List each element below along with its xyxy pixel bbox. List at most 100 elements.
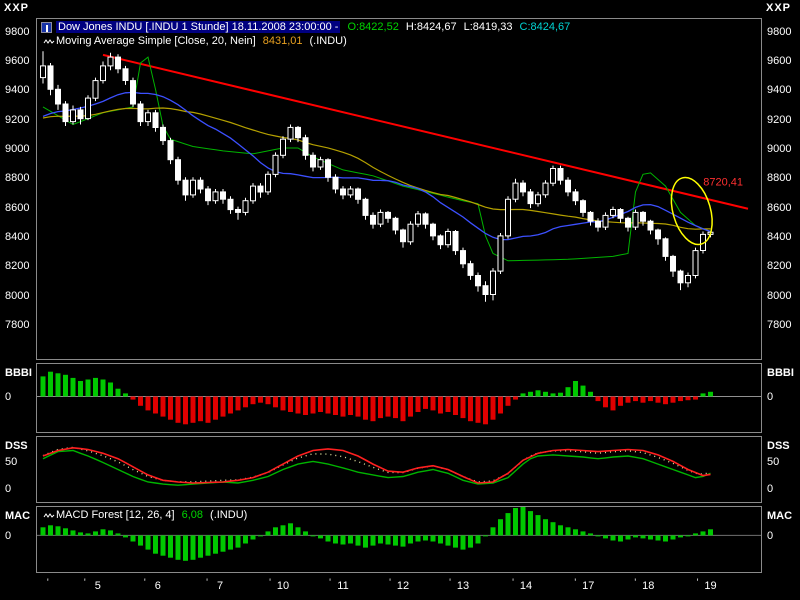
macd-legend: MACD Forest [12, 26, 4] 6,08 (.INDU) bbox=[41, 509, 247, 521]
y-axis-tick-label: 9800 bbox=[5, 25, 30, 38]
x-axis-label: 12 bbox=[396, 580, 410, 592]
x-axis-label: 13 bbox=[456, 580, 470, 592]
mac-row: MAC 0 MACD Forest [12, 26, 4] 6,08 (.IND… bbox=[0, 506, 800, 573]
dss-y-axis-left: DSS 50 0 bbox=[0, 436, 36, 503]
bbbi-label-right: BBBI bbox=[767, 367, 794, 379]
x-axis-tick: ' bbox=[329, 577, 332, 589]
x-axis-tick: ' bbox=[449, 577, 452, 589]
ma-indicator-instrument: (.INDU) bbox=[309, 35, 347, 47]
top-right-corner: XXP bbox=[762, 0, 800, 16]
main-chart-row: 9800 9600 9400 9200 9000 8800 8600 8400 8200 8000… bbox=[0, 18, 800, 360]
x-axis-tick: ' bbox=[46, 577, 49, 589]
ma-indicator-value: 8431,01 bbox=[262, 35, 303, 47]
corner-label-left: XXP bbox=[4, 2, 30, 14]
bbbi-y-axis-right: BBBI 0 bbox=[762, 363, 800, 433]
dss-label-left: DSS bbox=[5, 440, 28, 452]
x-axis-tick: ' bbox=[269, 577, 272, 589]
bbbi-plot[interactable] bbox=[36, 363, 762, 433]
macd-name: MACD Forest [12, 26, 4] bbox=[56, 509, 175, 521]
macd-value: 6,08 bbox=[181, 509, 204, 521]
x-axis-label: 11 bbox=[337, 580, 349, 592]
dss-y-axis-right: DSS 50 0 bbox=[762, 436, 800, 503]
y-axis-tick-label: 0 bbox=[5, 530, 12, 543]
y-axis-tick-label: 8800 bbox=[5, 172, 30, 185]
mac-y-axis-left: MAC 0 bbox=[0, 506, 36, 573]
ohlc-close: C:8424,67 bbox=[519, 21, 571, 33]
x-axis: ' ' 5 ' 6 ' 7 ' 10 ' 11 ' 12 ' 13 ' 14 ' 17 ' 18 ' 19 bbox=[37, 576, 763, 598]
y-axis-tick-label: 7800 bbox=[767, 318, 792, 331]
mac-canvas bbox=[37, 507, 761, 561]
y-axis-tick-label: 8200 bbox=[5, 260, 30, 273]
y-axis-tick-label: 8600 bbox=[767, 201, 792, 214]
ohlc-high: H:8424,67 bbox=[405, 21, 457, 33]
y-axis-tick-label: 8000 bbox=[767, 289, 792, 302]
instrument-icon bbox=[41, 21, 52, 33]
y-axis-tick-label: 8600 bbox=[5, 201, 30, 214]
dss-plot[interactable] bbox=[36, 436, 762, 503]
y-axis-tick-label: 8200 bbox=[767, 260, 792, 273]
y-axis-tick-label: 8800 bbox=[767, 172, 792, 185]
main-chart-canvas: 8720,41 bbox=[40, 51, 749, 302]
y-axis-tick-label: 50 bbox=[767, 456, 780, 469]
y-axis-tick-label: 0 bbox=[767, 483, 774, 496]
x-axis-tick: ' bbox=[634, 577, 637, 589]
x-axis-label: 17 bbox=[582, 580, 595, 592]
top-strip: XXP XXP bbox=[0, 0, 800, 16]
main-y-axis-right: 9800 9600 9400 9200 9000 8800 8600 8400 8200 8000… bbox=[762, 18, 800, 360]
bbbi-row: BBBI 0 BBBI 0 bbox=[0, 363, 800, 433]
bbbi-y-axis-left: BBBI 0 bbox=[0, 363, 36, 433]
y-axis-tick-label: 0 bbox=[767, 391, 774, 404]
top-strip-spacer bbox=[36, 0, 762, 16]
wave-icon bbox=[43, 37, 55, 46]
bbbi-label-left: BBBI bbox=[5, 367, 32, 379]
x-axis-label: 18 bbox=[642, 580, 655, 592]
main-chart-plot[interactable]: 8720,41 Dow Jones INDU [.INDU 1 Stunde] … bbox=[36, 18, 762, 360]
wave-icon bbox=[43, 511, 55, 520]
dss-label-right: DSS bbox=[767, 440, 790, 452]
x-axis-label: 14 bbox=[519, 580, 533, 592]
y-axis-tick-label: 9600 bbox=[767, 55, 792, 68]
macd-instrument: (.INDU) bbox=[210, 509, 248, 521]
mac-label-left: MAC bbox=[5, 510, 31, 522]
ohlc-low: L:8419,33 bbox=[463, 21, 513, 33]
bbbi-canvas bbox=[37, 371, 761, 425]
instrument-title: Dow Jones INDU [.INDU 1 Stunde] 18.11.20… bbox=[56, 21, 341, 33]
x-axis-label: 19 bbox=[704, 580, 717, 592]
y-axis-tick-label: 7800 bbox=[5, 318, 30, 331]
x-axis-label: 6 bbox=[154, 580, 161, 592]
y-axis-tick-label: 9400 bbox=[767, 84, 792, 97]
x-axis-tick: ' bbox=[83, 577, 86, 589]
x-axis-label: 5 bbox=[94, 580, 101, 592]
y-axis-tick-label: 9400 bbox=[5, 84, 30, 97]
corner-label-right: XXP bbox=[766, 2, 792, 14]
y-axis-tick-label: 8400 bbox=[5, 230, 30, 243]
x-axis-tick: ' bbox=[512, 577, 515, 589]
y-axis-tick-label: 50 bbox=[5, 456, 18, 469]
mac-plot[interactable]: MACD Forest [12, 26, 4] 6,08 (.INDU) bbox=[36, 506, 762, 573]
y-axis-tick-label: 0 bbox=[5, 483, 12, 496]
dss-canvas bbox=[42, 446, 711, 486]
svg-text:8720,41: 8720,41 bbox=[703, 177, 743, 189]
x-axis-tick: ' bbox=[143, 577, 146, 589]
main-y-axis-left: 9800 9600 9400 9200 9000 8800 8600 8400 8200 8000… bbox=[0, 18, 36, 360]
x-axis-label: 7 bbox=[216, 580, 224, 592]
y-axis-tick-label: 0 bbox=[5, 391, 12, 404]
ma-indicator-legend: Moving Average Simple [Close, 20, Nein] … bbox=[41, 35, 347, 47]
x-axis-label: 10 bbox=[276, 580, 290, 592]
y-axis-tick-label: 8000 bbox=[5, 289, 30, 302]
mac-y-axis-right: MAC 0 bbox=[762, 506, 800, 573]
mac-label-right: MAC bbox=[767, 510, 793, 522]
x-axis-tick: ' bbox=[574, 577, 577, 589]
x-axis-tick: ' bbox=[206, 577, 209, 589]
y-axis-tick-label: 9000 bbox=[767, 142, 792, 155]
y-axis-tick-label: 9000 bbox=[5, 142, 30, 155]
y-axis-tick-label: 0 bbox=[767, 530, 774, 543]
ohlc-open: O:8422,52 bbox=[347, 21, 399, 33]
ma-indicator-name: Moving Average Simple [Close, 20, Nein] bbox=[56, 35, 256, 47]
y-axis-tick-label: 9600 bbox=[5, 55, 30, 68]
y-axis-tick-label: 8400 bbox=[767, 230, 792, 243]
y-axis-tick-label: 9200 bbox=[5, 113, 30, 126]
top-left-corner: XXP bbox=[0, 0, 36, 16]
x-axis-tick: ' bbox=[696, 577, 699, 589]
